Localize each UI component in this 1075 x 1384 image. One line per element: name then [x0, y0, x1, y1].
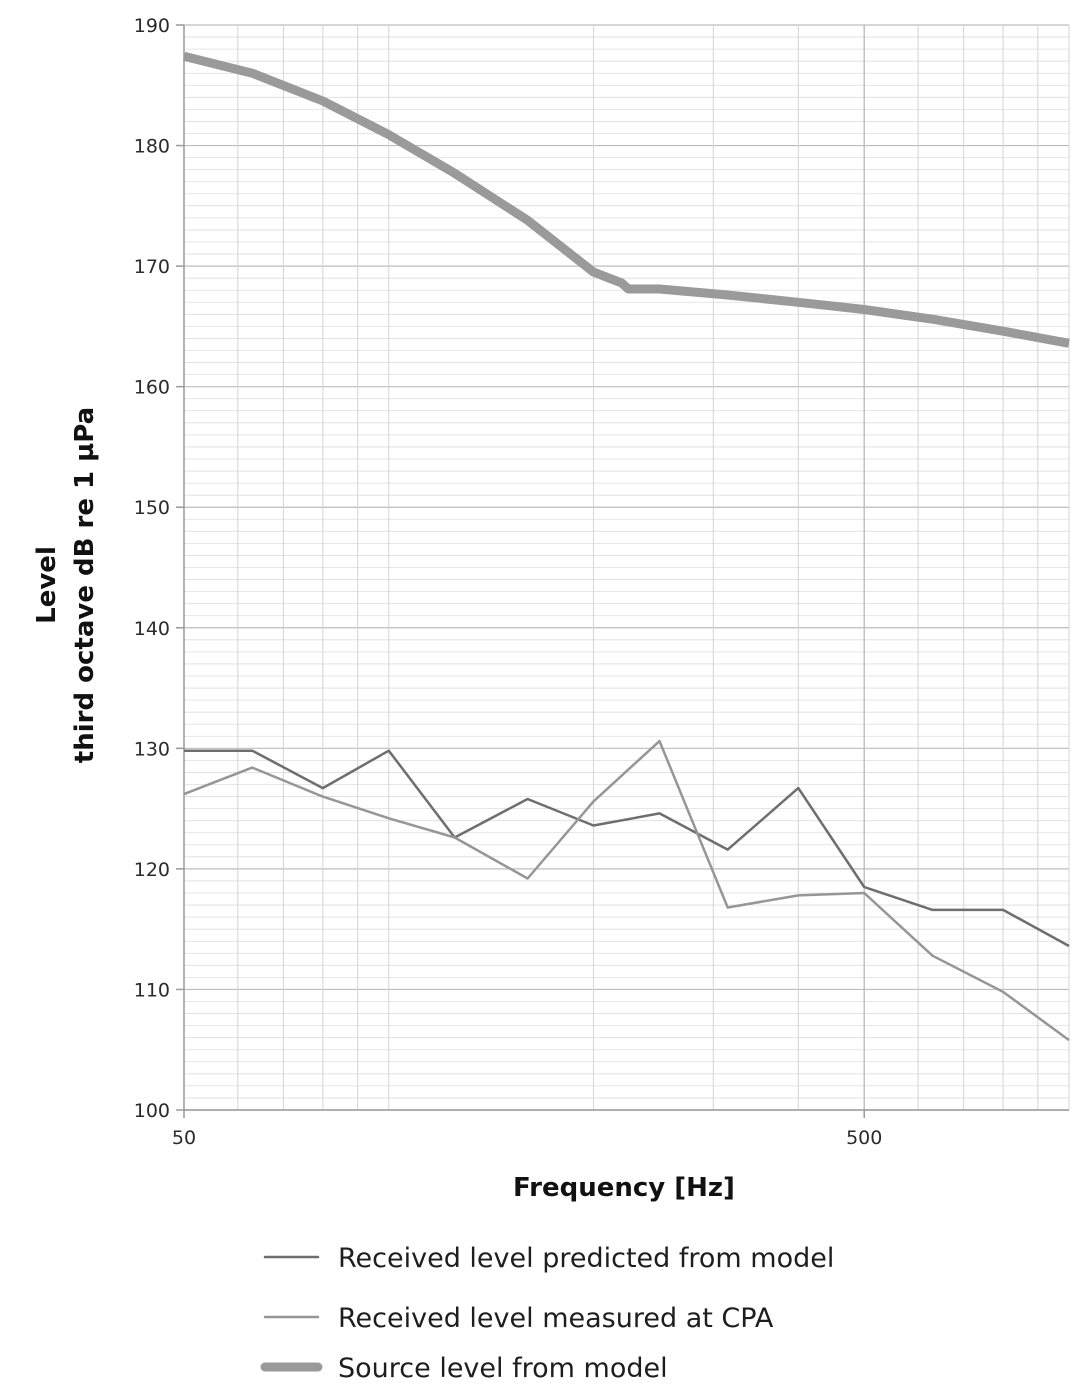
x-tick-label: 50 [172, 1127, 196, 1149]
y-tick-label: 100 [134, 1100, 170, 1122]
y-tick-label: 190 [134, 15, 170, 37]
legend-item-measured: Received level measured at CPA [263, 1303, 774, 1334]
series-lines [182, 51, 1070, 1042]
y-axis-title-line-2: third octave dB re 1 µPa [70, 407, 100, 763]
series-line-predicted [184, 749, 1070, 948]
series-line-source [182, 51, 1070, 348]
grid-lines [184, 24, 1070, 1111]
x-tick-label: 500 [846, 1127, 882, 1149]
x-axis-ticks: 50 500 [172, 1110, 882, 1149]
legend-item-source: Source level from model [260, 1353, 668, 1384]
y-tick-label: 170 [134, 256, 170, 278]
y-tick-label: 130 [134, 738, 170, 760]
y-tick-label: 180 [134, 136, 170, 158]
y-axis-ticks: 100 110 120 130 140 150 160 170 180 190 [134, 15, 184, 1122]
y-tick-label: 120 [134, 859, 170, 881]
legend-item-predicted: Received level predicted from model [263, 1243, 834, 1274]
legend-label-source: Source level from model [338, 1353, 668, 1384]
y-axis-title-line-1: Level [32, 546, 62, 624]
y-tick-label: 160 [134, 377, 170, 399]
y-axis-title: Level third octave dB re 1 µPa [32, 407, 100, 763]
y-tick-label: 110 [134, 979, 170, 1001]
legend: Received level predicted from model Rece… [260, 1243, 834, 1384]
y-tick-label: 140 [134, 618, 170, 640]
y-tick-label: 150 [134, 497, 170, 519]
x-axis-title: Frequency [Hz] [513, 1173, 735, 1203]
series-line-measured [183, 739, 1070, 1042]
legend-label-predicted: Received level predicted from model [338, 1243, 834, 1274]
legend-label-measured: Received level measured at CPA [338, 1303, 774, 1334]
